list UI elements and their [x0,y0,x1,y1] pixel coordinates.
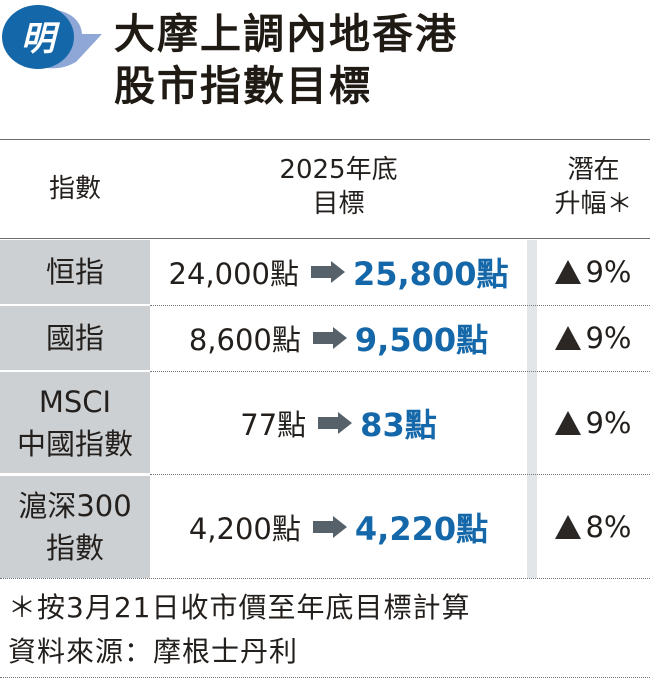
upside-cell: 9% [537,372,650,473]
header-target-line2: 目標 [312,189,365,219]
table-top-rule [0,139,650,140]
row-divider [150,371,650,372]
header-upside-line1: 潛在 [567,155,620,185]
index-name-cell: 國指 [0,306,150,370]
row-divider [150,474,650,475]
header-index: 指數 [48,174,101,204]
upside-value: 9% [585,321,632,355]
arrow-right-icon [312,327,347,349]
header-upside: 潛在 升幅＊ [537,153,650,221]
footer-bottom-rule [0,677,650,678]
header-upside-line2: 升幅＊ [554,189,633,219]
column-separator [527,240,537,578]
index-name-cell: 恒指 [0,240,150,304]
index-name-cell: 滬深300 指數 [0,476,150,578]
page-title: 大摩上調內地香港 股市指數目標 [114,8,458,112]
target-level: 4,220點 [354,510,489,548]
upside-value: 9% [585,255,632,289]
index-name-cell: MSCI 中國指數 [0,372,150,473]
index-name-line1: MSCI [38,384,112,419]
current-level: 77點 [240,407,307,442]
upside-cell: 8% [537,476,650,578]
table-bottom-rule [0,578,650,579]
triangle-up-icon [555,515,582,539]
upside-cell: 9% [537,240,650,304]
index-name-line1: 恒指 [45,255,104,289]
table-row: 8,600點 9,500點 [150,306,527,370]
header-target: 2025年底 目標 [150,153,527,221]
index-name-line1: 滬深300 [18,489,132,523]
index-name-line2: 指數 [45,531,104,565]
triangle-up-icon [555,326,582,350]
title-line-1: 大摩上調內地香港 [114,10,458,58]
arrow-right-icon [318,411,353,434]
ming-pao-logo: 明 [2,4,102,70]
current-level: 8,600點 [188,323,301,357]
index-name-line2: 中國指數 [16,426,133,461]
current-level: 24,000點 [168,257,299,291]
upside-cell: 9% [537,306,650,370]
source: 資料來源：摩根士丹利 [8,635,299,668]
target-level: 83點 [360,405,437,444]
target-level: 25,800點 [352,255,509,293]
table-row: 24,000點 25,800點 [150,240,527,304]
arrow-right-icon [312,516,347,538]
header-target-line1: 2025年底 [279,155,398,185]
table-row: 4,200點 4,220點 [150,476,527,578]
title-line-2: 股市指數目標 [114,62,372,110]
current-level: 4,200點 [188,512,301,546]
svg-text:明: 明 [21,19,61,59]
arrow-right-icon [310,261,345,283]
table-row: 77點 83點 [150,372,527,473]
upside-value: 8% [585,510,632,544]
index-name-line1: 國指 [45,321,104,355]
triangle-up-icon [555,260,582,284]
header-bottom-rule [0,238,650,239]
target-level: 9,500點 [354,321,489,359]
footnote: ＊按3月21日收市價至年底目標計算 [8,591,471,624]
row-divider [150,305,650,306]
triangle-up-icon [555,410,582,435]
upside-value: 9% [585,405,632,440]
